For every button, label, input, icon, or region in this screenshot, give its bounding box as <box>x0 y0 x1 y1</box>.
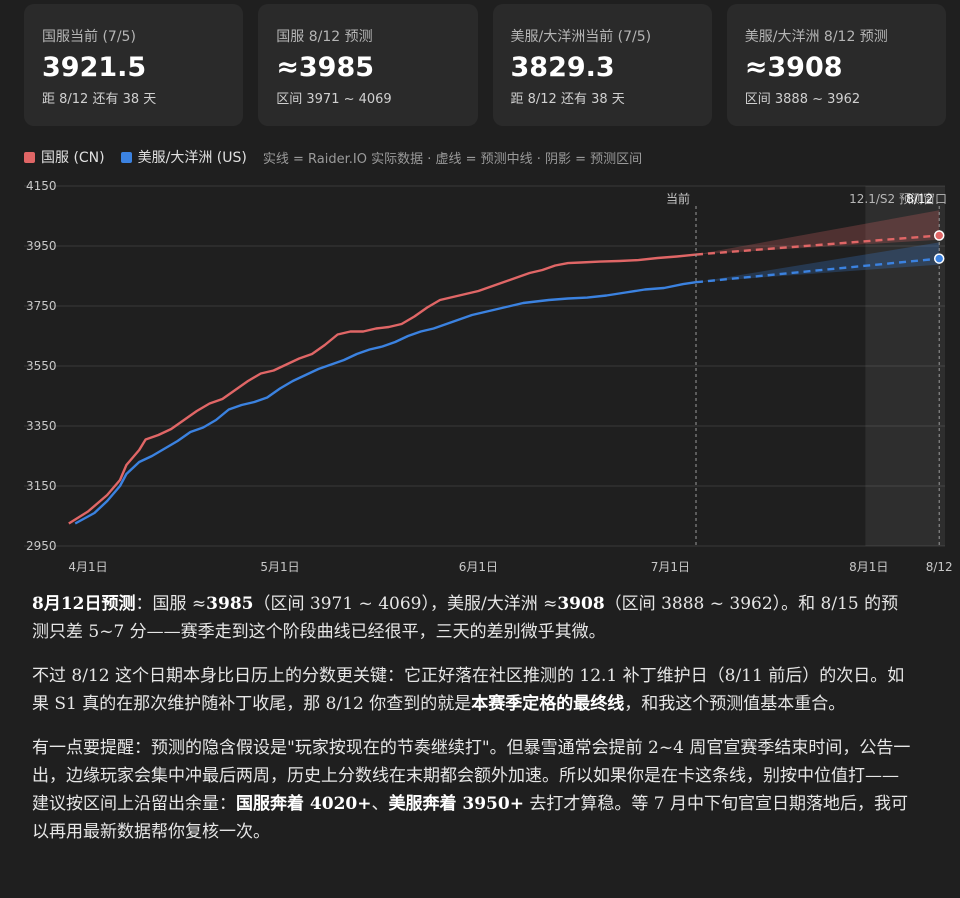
text-run: 不过 8/12 这个日期本身比日历上的分数更关键：它正好落在社区推测的 12.1… <box>32 666 905 714</box>
bold-run: 本赛季定格的最终线 <box>471 694 625 714</box>
forecast-dots <box>933 230 945 264</box>
bold-run: 3985 <box>206 594 254 614</box>
legend-swatch-us <box>120 151 132 163</box>
card-sub: 区间 3888 ~ 3962 <box>744 92 861 107</box>
card-sub: 距 8/12 还有 38 天 <box>42 92 157 107</box>
bold-run: 8月12日预测 <box>32 594 136 614</box>
y-axis: 2950 3150 3350 3550 3750 3950 4150 <box>26 179 57 553</box>
y-tick-label: 3750 <box>26 299 57 313</box>
legend-note: 实线 = Raider.IO 实际数据 · 虚线 = 预测中线 · 阴影 = 预… <box>262 151 643 167</box>
forecast-dot-cn <box>933 230 945 241</box>
window-label: 12.1/S2 预测窗口 <box>849 192 947 206</box>
card-label: 美服/大洋洲当前 (7/5) <box>510 29 652 45</box>
y-tick-label: 3350 <box>26 419 57 433</box>
text-run: （区间 3971 ~ 4069），美服/大洋洲 ≈ <box>253 594 558 614</box>
x-tick-label: 8/12 <box>926 560 953 574</box>
line-forecast-us <box>695 257 940 284</box>
legend-label-cn: 国服 (CN) <box>41 150 105 166</box>
text-run: ：国服 ≈ <box>135 594 207 614</box>
card-value: 3829.3 <box>510 52 615 83</box>
paragraph: 不过 8/12 这个日期本身比日历上的分数更关键：它正好落在社区推测的 12.1… <box>32 662 912 718</box>
card-label: 美服/大洋洲 8/12 预测 <box>744 29 888 45</box>
marker-label: 8/12 <box>906 192 933 206</box>
y-tick-label: 2950 <box>26 539 57 553</box>
bold-run: 3908 <box>557 594 605 614</box>
x-tick-label: 5月1日 <box>260 560 299 574</box>
text-run: （区间 3888 ~ 3962）。和 8/15 的预测只差 5~7 分——赛季走… <box>32 594 899 642</box>
y-tick-label: 3150 <box>26 479 57 493</box>
y-tick-label: 3550 <box>26 359 57 373</box>
band-cn <box>696 210 940 255</box>
x-axis: 4月1日 5月1日 6月1日 7月1日 8月1日 8/12 <box>68 560 952 574</box>
line-forecast-cn <box>695 234 940 256</box>
card-cn-current: 国服当前 (7/5) 3921.5 距 8/12 还有 38 天 <box>24 4 244 126</box>
legend-item-us[interactable]: 美服/大洋洲 (US) <box>120 147 247 167</box>
text-run: 去打才算稳。等 7 月中下旬官宣日期落地后，我可以再用最新数据帮你复核一次。 <box>32 794 908 842</box>
text-run: 、 <box>371 794 389 814</box>
card-sub: 距 8/12 还有 38 天 <box>510 92 625 107</box>
y-tick-label: 4150 <box>26 179 57 193</box>
forecast-dot-us <box>933 253 945 264</box>
card-us-current: 美服/大洋洲当前 (7/5) 3829.3 距 8/12 还有 38 天 <box>492 4 712 126</box>
y-tick-label: 3950 <box>26 239 57 253</box>
card-label: 国服 8/12 预测 <box>276 29 373 45</box>
legend-item-cn[interactable]: 国服 (CN) <box>24 147 105 167</box>
x-tick-label: 6月1日 <box>459 560 498 574</box>
card-label: 国服当前 (7/5) <box>42 29 136 45</box>
text-run: ，和我这个预测值基本重合。 <box>624 694 846 714</box>
forecast-window: 12.1/S2 预测窗口 <box>849 186 947 546</box>
legend-label-us: 美服/大洋洲 (US) <box>137 150 247 166</box>
paragraph: 8月12日预测：国服 ≈3985（区间 3971 ~ 4069），美服/大洋洲 … <box>32 590 912 646</box>
chart-legend: 国服 (CN) 美服/大洋洲 (US) 实线 = Raider.IO 实际数据 … <box>24 147 642 167</box>
card-cn-forecast: 国服 8/12 预测 ≈3985 区间 3971 ~ 4069 <box>258 4 478 126</box>
card-value: ≈3985 <box>276 52 375 83</box>
x-tick-label: 7月1日 <box>651 560 690 574</box>
bold-run: 美服奔着 3950+ <box>388 794 524 814</box>
card-value: ≈3908 <box>744 52 843 83</box>
card-us-forecast: 美服/大洋洲 8/12 预测 ≈3908 区间 3888 ~ 3962 <box>726 4 946 126</box>
line-actual-us <box>74 281 697 525</box>
window-shade <box>865 186 945 546</box>
card-sub: 区间 3971 ~ 4069 <box>276 92 392 107</box>
line-actual-cn <box>68 253 697 525</box>
line-chart: 12.1/S2 预测窗口 当前 8/12 2950 3150 3350 3550 3750… <box>24 179 953 574</box>
analysis-text: 8月12日预测：国服 ≈3985（区间 3971 ~ 4069），美服/大洋洲 … <box>32 590 912 862</box>
summary-cards: 国服当前 (7/5) 3921.5 距 8/12 还有 38 天 国服 8/12… <box>24 4 946 126</box>
bold-run: 国服奔着 4020+ <box>236 794 372 814</box>
series-lines <box>68 234 940 525</box>
card-value: 3921.5 <box>42 52 147 83</box>
x-tick-label: 8月1日 <box>849 560 888 574</box>
paragraph: 有一点要提醒：预测的隐含假设是"玩家按现在的节奏继续打"。但暴雪通常会提前 2~… <box>32 734 912 846</box>
x-tick-label: 4月1日 <box>68 560 107 574</box>
marker-label: 当前 <box>666 191 690 206</box>
text-run: 有一点要提醒：预测的隐含假设是"玩家按现在的节奏继续打"。但暴雪通常会提前 2~… <box>32 738 911 814</box>
legend-swatch-cn <box>24 151 35 163</box>
